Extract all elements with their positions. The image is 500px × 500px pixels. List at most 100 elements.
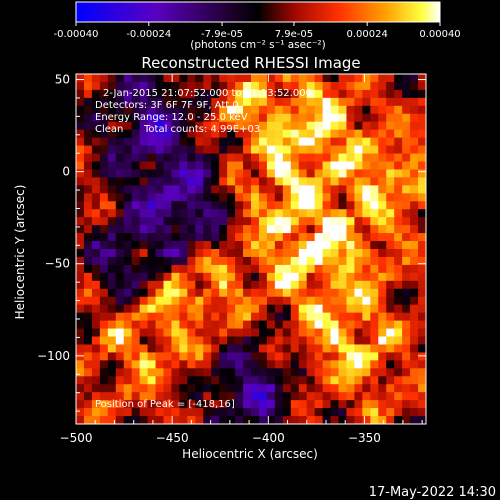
heatmap-cell bbox=[314, 74, 324, 83]
heatmap-cell bbox=[266, 74, 276, 83]
heatmap-cell bbox=[274, 169, 284, 179]
heatmap-cell bbox=[123, 169, 133, 179]
heatmap-cell bbox=[243, 153, 252, 163]
heatmap-cell bbox=[338, 392, 348, 401]
heatmap-cell bbox=[187, 225, 196, 234]
heatmap-cell bbox=[115, 304, 125, 314]
heatmap-cell bbox=[322, 113, 332, 123]
heatmap-cell bbox=[386, 193, 395, 202]
heatmap-cell bbox=[139, 304, 149, 314]
heatmap-cell bbox=[346, 217, 356, 226]
heatmap-cell bbox=[115, 89, 125, 99]
heatmap-cell bbox=[306, 161, 316, 171]
heatmap-cell bbox=[298, 225, 308, 234]
heatmap-cell bbox=[274, 89, 284, 99]
heatmap-cell bbox=[195, 185, 204, 194]
heatmap-cell bbox=[155, 217, 165, 226]
heatmap-cell bbox=[418, 105, 426, 115]
heatmap-cell bbox=[235, 312, 244, 322]
heatmap-cell bbox=[179, 376, 188, 385]
heatmap-cell bbox=[354, 400, 363, 409]
heatmap-cell bbox=[306, 256, 316, 266]
heatmap-cell bbox=[155, 360, 165, 369]
heatmap-cell bbox=[179, 89, 188, 99]
heatmap-cell bbox=[155, 272, 165, 282]
heatmap-cell bbox=[131, 74, 141, 83]
heatmap-cell bbox=[362, 264, 371, 274]
heatmap-cell bbox=[298, 344, 308, 354]
heatmap-cell bbox=[243, 272, 252, 282]
heatmap-cell bbox=[211, 344, 220, 354]
heatmap-cell bbox=[370, 320, 379, 330]
heatmap-cell bbox=[211, 81, 220, 91]
heatmap-cell bbox=[314, 169, 324, 179]
heatmap-cell bbox=[362, 400, 371, 409]
heatmap-cell bbox=[266, 145, 276, 155]
heatmap-cell bbox=[76, 233, 85, 242]
heatmap-cell bbox=[187, 352, 196, 361]
heatmap-cell bbox=[251, 408, 260, 417]
heatmap-cell bbox=[99, 137, 109, 147]
heatmap-cell bbox=[402, 416, 411, 424]
heatmap-cell bbox=[179, 97, 188, 107]
heatmap-cell bbox=[139, 296, 149, 306]
heatmap-cell bbox=[322, 121, 332, 131]
heatmap-cell bbox=[322, 97, 332, 107]
heatmap-cell bbox=[251, 105, 260, 115]
heatmap-cell bbox=[386, 336, 395, 346]
heatmap-cell bbox=[338, 352, 348, 361]
heatmap-cell bbox=[306, 129, 316, 139]
heatmap-cell bbox=[394, 113, 403, 123]
heatmap-cell bbox=[211, 177, 220, 186]
heatmap-cell bbox=[290, 272, 300, 282]
heatmap-cell bbox=[211, 209, 220, 218]
heatmap-cell bbox=[115, 296, 125, 306]
heatmap-cell bbox=[115, 209, 125, 218]
heatmap-cell bbox=[346, 296, 356, 306]
heatmap-cell bbox=[290, 336, 300, 346]
heatmap-cell bbox=[274, 209, 284, 218]
heatmap-cell bbox=[187, 280, 196, 290]
heatmap-cell bbox=[243, 177, 252, 186]
heatmap-cell bbox=[354, 201, 363, 210]
heatmap-cell bbox=[346, 280, 356, 290]
heatmap-cell bbox=[394, 97, 403, 107]
heatmap-cell bbox=[179, 137, 188, 147]
heatmap-cell bbox=[123, 74, 133, 83]
heatmap-cell bbox=[179, 113, 188, 123]
heatmap-cell bbox=[251, 352, 260, 361]
heatmap-cell bbox=[322, 288, 332, 298]
heatmap-cell bbox=[314, 400, 324, 409]
heatmap-cell bbox=[163, 336, 173, 346]
heatmap-cell bbox=[83, 264, 93, 274]
heatmap-cell bbox=[322, 137, 332, 147]
heatmap-cell bbox=[203, 145, 212, 155]
heatmap-cell bbox=[338, 249, 348, 258]
heatmap-cell bbox=[298, 392, 308, 401]
heatmap-cell bbox=[76, 97, 85, 107]
heatmap-cell bbox=[266, 209, 276, 218]
heatmap-cell bbox=[99, 408, 109, 417]
heatmap-cell bbox=[179, 209, 188, 218]
heatmap-cell bbox=[322, 272, 332, 282]
heatmap-cell bbox=[418, 233, 426, 242]
heatmap-cell bbox=[195, 392, 204, 401]
heatmap-cell bbox=[338, 217, 348, 226]
heatmap-cell bbox=[330, 89, 340, 99]
heatmap-cell bbox=[171, 153, 181, 163]
heatmap-cell bbox=[251, 256, 260, 266]
heatmap-cell bbox=[378, 105, 387, 115]
heatmap-cell bbox=[354, 193, 363, 202]
heatmap-cell bbox=[290, 241, 300, 250]
heatmap-cell bbox=[107, 209, 117, 218]
heatmap-cell bbox=[76, 304, 85, 314]
heatmap-cell bbox=[370, 81, 379, 91]
heatmap-cell bbox=[306, 344, 316, 354]
heatmap-cell bbox=[378, 264, 387, 274]
heatmap-cell bbox=[314, 288, 324, 298]
heatmap-cell bbox=[123, 296, 133, 306]
heatmap-cell bbox=[322, 89, 332, 99]
heatmap-cell bbox=[378, 209, 387, 218]
heatmap-cell bbox=[163, 121, 173, 131]
heatmap-cell bbox=[219, 153, 228, 163]
